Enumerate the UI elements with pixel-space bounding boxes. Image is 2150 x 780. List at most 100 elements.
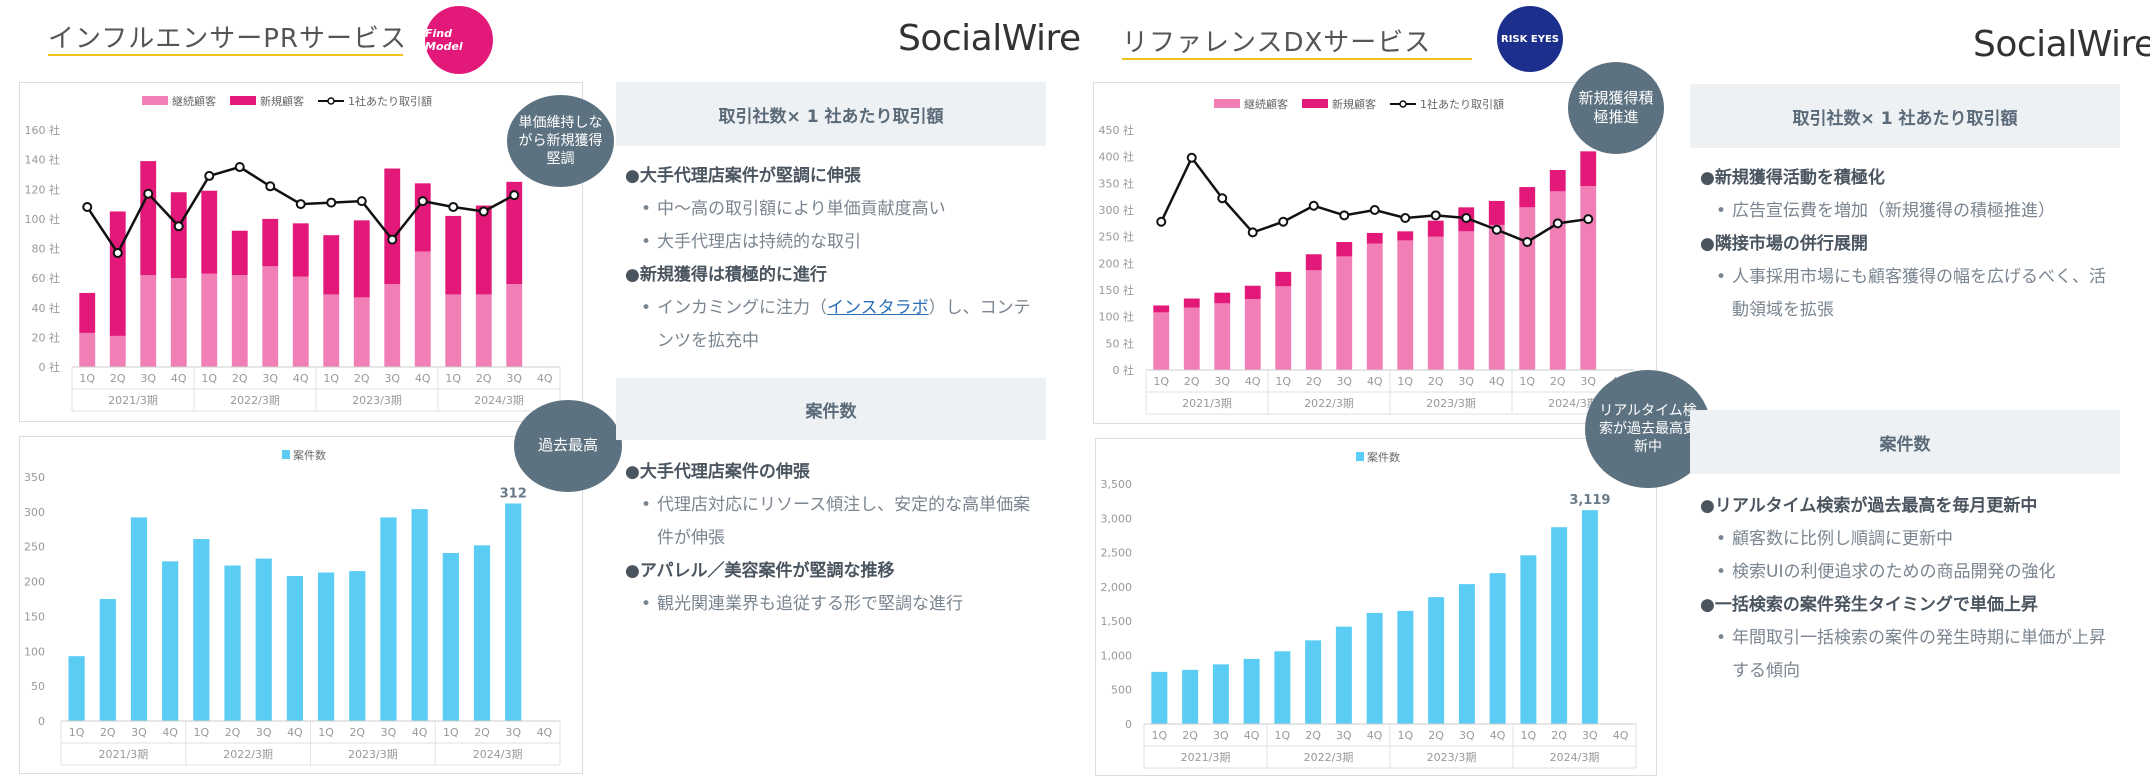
line-point — [478, 206, 489, 217]
x-tick-label: 2Q — [354, 372, 370, 385]
y-tick-label: 500 — [1111, 684, 1132, 697]
right-section-title: リファレンスDXサービス — [1122, 28, 1432, 58]
left-p2-item-1: 代理店対応にリソース傾注し、安定的な高単価案件が伸張 — [625, 489, 1045, 555]
bar-continuing — [1244, 299, 1261, 370]
line-point — [1552, 218, 1563, 229]
bar-continuing — [1305, 270, 1322, 370]
left-panel2-list: 大手代理店案件の伸張 代理店対応にリソース傾注し、安定的な高単価案件が伸張 アパ… — [625, 456, 1045, 621]
line-point — [265, 181, 276, 192]
y-tick-label: 140 社 — [25, 153, 61, 167]
right-p1-heading-1: 新規獲得活動を積極化 — [1700, 162, 2120, 195]
legend-label: 1社あたり取引額 — [348, 94, 432, 108]
x-tick-label: 1Q — [323, 372, 339, 385]
left-p1-item-3a: インカミングに注力（ — [657, 298, 827, 318]
bar-cases — [1520, 555, 1537, 724]
bar-continuing — [79, 332, 96, 367]
x-tick-label: 2Q — [1550, 375, 1566, 388]
bar-continuing — [1336, 256, 1353, 370]
x-group-label: 2023/3期 — [1427, 751, 1477, 764]
x-tick-label: 4Q — [1245, 375, 1261, 388]
x-tick-label: 2Q — [110, 372, 126, 385]
bar-new — [201, 190, 218, 274]
bar-new — [1153, 305, 1170, 313]
line-point — [1186, 152, 1197, 163]
line-point — [112, 247, 123, 258]
x-tick-label: 4Q — [171, 372, 187, 385]
x-group-label: 2022/3期 — [1304, 397, 1354, 410]
x-tick-label: 4Q — [412, 726, 428, 739]
x-tick-label: 2Q — [1428, 375, 1444, 388]
bar-new — [140, 161, 157, 276]
instalab-link[interactable]: インスタラボ — [827, 298, 929, 318]
left-p1-item-2: 大手代理店は持続的な取引 — [625, 226, 1045, 259]
line-point — [204, 170, 215, 181]
y-tick-label: 250 — [24, 541, 45, 554]
legend-label: 新規顧客 — [1332, 97, 1376, 111]
line-point — [356, 196, 367, 207]
x-tick-label: 1Q — [69, 726, 85, 739]
legend-label: 新規顧客 — [260, 94, 304, 108]
x-tick-label: 2Q — [1551, 729, 1567, 742]
x-tick-label: 4Q — [1613, 729, 1629, 742]
bar-cases — [473, 545, 491, 721]
bar-cases — [162, 561, 179, 721]
legend-swatch — [142, 96, 168, 105]
y-tick-label: 20 社 — [32, 330, 61, 344]
left-panel1-list: 大手代理店案件が堅調に伸張 中〜高の取引額により単価貢献度高い 大手代理店は持続… — [625, 160, 1045, 358]
x-group-label: 2024/3期 — [474, 394, 524, 407]
x-tick-label: 2Q — [1305, 729, 1321, 742]
legend-line-marker — [1399, 100, 1407, 108]
y-tick-label: 0 — [38, 715, 45, 728]
right-title-underline — [1122, 58, 1472, 60]
bar-cases — [130, 517, 148, 721]
right-brand-logo: SocialWire — [1973, 24, 2150, 65]
right-chart-clients: 継続顧客 新規顧客 1社あたり取引額 450 社 400 社 350 社 300 社 250 … — [1093, 82, 1657, 424]
line-point — [417, 196, 428, 207]
left-p2-item-2: 観光関連業界も追従する形で堅調な進行 — [625, 588, 1045, 621]
legend-label: 継続顧客 — [1244, 97, 1288, 111]
right-callout-2: リアルタイム検索が過去最高更新中 — [1585, 370, 1711, 488]
bar-new — [1214, 292, 1231, 304]
y-tick-label: 1,000 — [1101, 649, 1133, 662]
left-cases-svg: 案件数 350 300 250 200 150 100 50 0 312 1Q 2Q 3Q 4Q 1Q 2Q 3… — [24, 448, 561, 766]
y-tick-label: 100 — [24, 645, 45, 658]
y-tick-label: 100 社 — [25, 212, 61, 226]
x-group-label: 2022/3期 — [1304, 751, 1354, 764]
bar-cases — [1458, 584, 1475, 724]
findmodel-logo: Find Model — [425, 6, 493, 74]
y-tick-label: 0 — [1125, 718, 1132, 731]
bar-cases — [1151, 671, 1168, 724]
right-p1-item-1: 広告宣伝費を増加（新規獲得の積極推進） — [1700, 195, 2120, 228]
bar-cases — [1397, 610, 1414, 724]
bar-new — [109, 211, 126, 336]
bar-continuing — [231, 275, 248, 367]
bar-continuing — [201, 273, 218, 367]
riskeyes-logo: RISK EYES — [1497, 6, 1563, 72]
right-p2-item-1: 顧客数に比例し順調に更新中 — [1700, 523, 2120, 556]
bar-continuing — [1366, 243, 1383, 370]
bar-continuing — [1519, 207, 1536, 370]
bar-continuing — [1397, 240, 1414, 370]
left-p1-heading-1: 大手代理店案件が堅調に伸張 — [625, 160, 1045, 193]
x-tick-label: 4Q — [1367, 375, 1383, 388]
bar-continuing — [1183, 307, 1200, 370]
line-point — [143, 188, 154, 199]
x-tick-label: 3Q — [384, 372, 400, 385]
bar-cases — [1489, 573, 1506, 724]
left-p2-heading-1: 大手代理店案件の伸張 — [625, 456, 1045, 489]
x-tick-label: 3Q — [1459, 729, 1475, 742]
bar-cases — [255, 558, 272, 721]
x-tick-label: 2Q — [1184, 375, 1200, 388]
bar-new — [445, 215, 462, 295]
bar-new — [506, 181, 523, 285]
x-tick-label: 3Q — [1458, 375, 1474, 388]
line-point — [1156, 216, 1167, 227]
y-tick-label: 120 社 — [25, 182, 61, 196]
y-tick-label: 300 社 — [1099, 203, 1135, 217]
line-point — [1339, 210, 1350, 221]
x-group-label: 2021/3期 — [1181, 751, 1231, 764]
x-tick-label: 3Q — [140, 372, 156, 385]
y-tick-label: 450 社 — [1099, 123, 1135, 137]
bar-continuing — [1427, 236, 1444, 370]
bar-new — [323, 235, 340, 295]
